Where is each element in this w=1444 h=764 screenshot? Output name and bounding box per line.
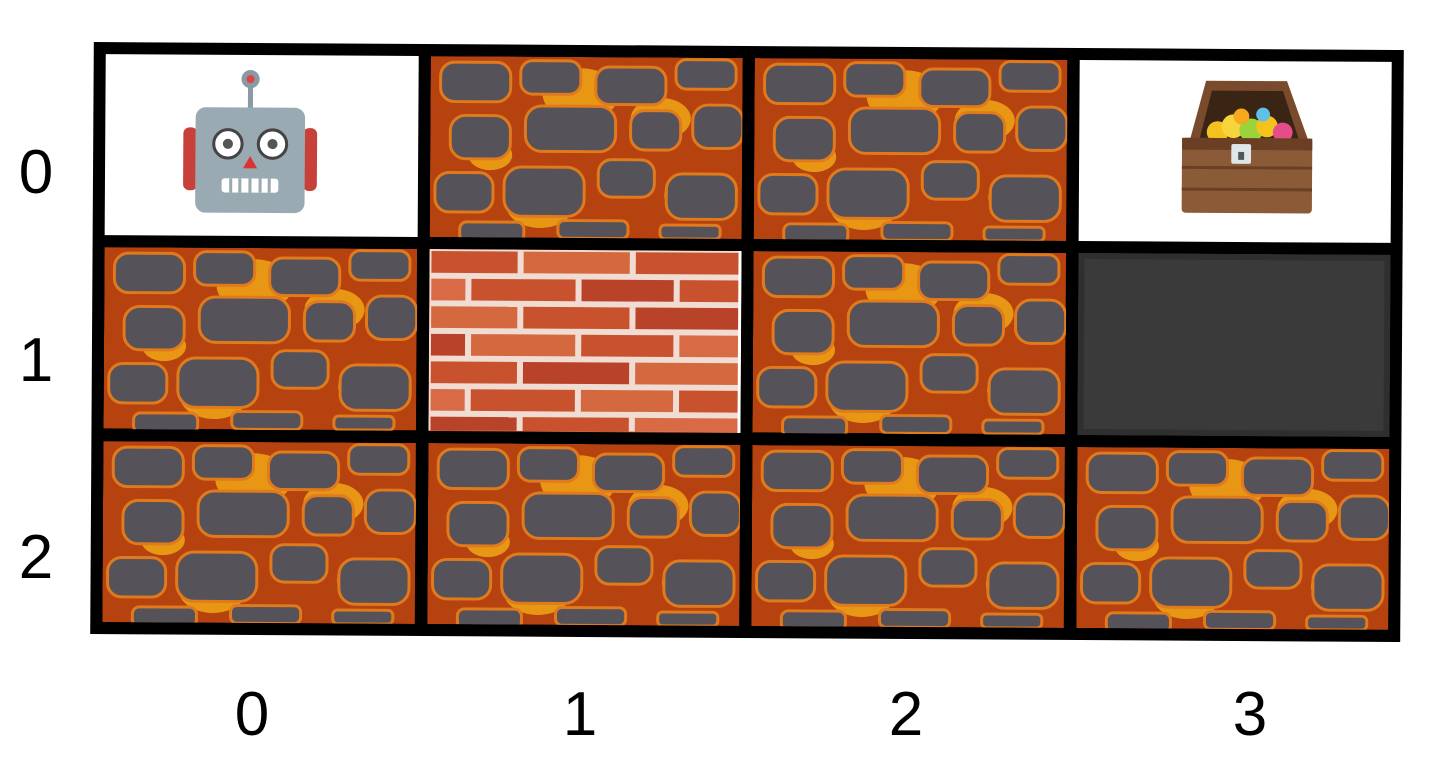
- brick-wall-icon: [427, 249, 742, 433]
- lava-texture-icon: [429, 56, 743, 240]
- cell-0-3: [1078, 60, 1392, 244]
- lava-cell-0-1: [429, 56, 743, 240]
- lava-texture-icon: [1075, 446, 1390, 630]
- col-label-2: 2: [888, 680, 924, 749]
- lava-texture-icon: [752, 251, 1067, 435]
- lava-cell-0-2: [753, 58, 1068, 242]
- row-label-0: 0: [18, 138, 54, 207]
- lava-texture-icon: [751, 444, 1065, 628]
- lava-cell-2-3: [1075, 446, 1390, 630]
- lava-texture-icon: [753, 58, 1068, 242]
- gridworld-board: [90, 42, 1404, 642]
- lava-cell-1-0: [103, 247, 418, 431]
- wall-cell-1-3: [1076, 253, 1391, 437]
- col-label-0: 0: [234, 680, 270, 749]
- lava-cell-2-0: [102, 440, 416, 624]
- row-label-1: 1: [18, 326, 54, 395]
- lava-cell-2-1: [426, 442, 741, 626]
- col-label-3: 3: [1232, 680, 1268, 749]
- lava-cell-2-2: [751, 444, 1065, 628]
- robot-icon: [183, 70, 318, 214]
- col-label-1: 1: [562, 680, 598, 749]
- brick-wall-cell-1-1: [427, 249, 742, 433]
- treasure-chest-icon: [1181, 80, 1312, 214]
- lava-texture-icon: [103, 247, 418, 431]
- cell-0-0: [104, 54, 419, 238]
- lava-texture-icon: [102, 440, 416, 624]
- row-label-2: 2: [18, 523, 54, 592]
- lava-texture-icon: [426, 442, 741, 626]
- lava-cell-1-2: [752, 251, 1067, 435]
